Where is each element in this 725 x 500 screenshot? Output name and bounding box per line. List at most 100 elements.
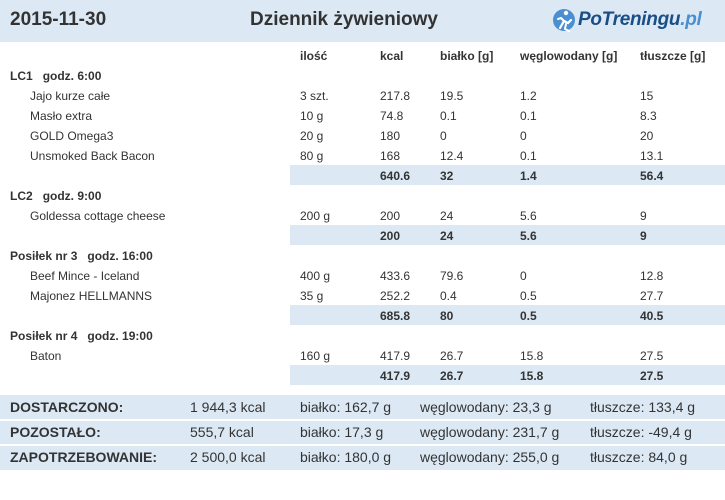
summary-panel [0,395,725,470]
meal-header: Posiłek nr 3 godz. 16:00 [10,249,153,263]
total-fat: 9 [640,229,647,243]
food-carbs: 0 [520,129,527,143]
summary-label: DOSTARCZONO: [10,399,124,415]
food-qty: 160 g [300,349,331,363]
food-name: Baton [30,349,62,363]
summary-carbs: węglowodany: 23,3 g [420,399,552,415]
food-qty: 80 g [300,149,324,163]
summary-divider [0,444,725,446]
food-fat: 8.3 [640,109,657,123]
summary-fat: tłuszcze: 133,4 g [590,399,696,415]
food-qty: 3 szt. [300,89,329,103]
total-carbs: 15.8 [520,369,544,383]
page-title: Dziennik żywieniowy [250,9,438,30]
food-qty: 200 g [300,209,331,223]
runner-logo-icon [553,9,575,32]
meal-total-row [290,165,725,185]
total-protein: 32 [440,169,454,183]
food-kcal: 168 [380,149,401,163]
col-header-carbs: węglowodany [g] [520,49,618,63]
food-name: Goldessa cottage cheese [30,209,166,223]
food-qty: 20 g [300,129,324,143]
meal-header: Posiłek nr 4 godz. 19:00 [10,329,153,343]
total-protein: 80 [440,309,454,323]
meal-name: LC2 [10,189,33,203]
food-protein: 79.6 [440,269,464,283]
summary-kcal: 555,7 kcal [190,424,254,440]
meal-time: godz. 16:00 [87,249,153,263]
food-name: Jajo kurze całe [30,89,111,103]
total-carbs: 0.5 [520,309,537,323]
meal-header: LC2 godz. 9:00 [10,189,101,203]
summary-carbs: węglowodany: 255,0 g [420,449,560,465]
summary-carbs: węglowodany: 231,7 g [420,424,560,440]
meal-time: godz. 6:00 [42,69,102,83]
food-carbs: 5.6 [520,209,537,223]
food-name: Majonez HELLMANNS [30,289,153,303]
meal-total-row [290,225,725,245]
food-carbs: 0.1 [520,149,537,163]
meal-time: godz. 9:00 [42,189,102,203]
food-name: Masło extra [30,109,93,123]
food-kcal: 74.8 [380,109,404,123]
potreningu-logo[interactable]: PoTreningu.pl [552,5,717,37]
meal-total-row [290,365,725,385]
total-carbs: 1.4 [520,169,537,183]
total-fat: 27.5 [640,369,664,383]
food-carbs: 0 [520,269,527,283]
food-carbs: 0.1 [520,109,537,123]
food-protein: 0 [440,129,447,143]
col-header-fat: tłuszcze [g] [640,49,706,63]
summary-protein: białko: 17,3 g [300,424,384,440]
food-fat: 15 [640,89,654,103]
summary-label: ZAPOTRZEBOWANIE: [10,449,157,465]
food-kcal: 417.9 [380,349,411,363]
food-kcal: 433.6 [380,269,411,283]
meal-name: Posiłek nr 3 [10,249,78,263]
food-qty: 400 g [300,269,331,283]
col-header-kcal: kcal [380,49,404,63]
food-protein: 24 [440,209,454,223]
food-protein: 12.4 [440,149,464,163]
food-carbs: 1.2 [520,89,537,103]
food-kcal: 180 [380,129,401,143]
meal-header: LC1 godz. 6:00 [10,69,101,83]
food-fat: 27.7 [640,289,664,303]
food-kcal: 217.8 [380,89,411,103]
summary-fat: tłuszcze: 84,0 g [590,449,688,465]
summary-protein: białko: 180,0 g [300,449,392,465]
header-bar: 2015-11-30 Dziennik żywieniowy PoTrening… [0,0,725,42]
total-carbs: 5.6 [520,229,537,243]
food-name: Unsmoked Back Bacon [30,149,155,163]
food-name: GOLD Omega3 [30,129,114,143]
total-fat: 56.4 [640,169,664,183]
logo-text: PoTreningu.pl [578,9,702,30]
total-kcal: 200 [380,229,401,243]
food-name: Beef Mince - Iceland [30,269,140,283]
food-qty: 35 g [300,289,324,303]
total-kcal: 685.8 [380,309,411,323]
food-protein: 26.7 [440,349,464,363]
meal-name: LC1 [10,69,33,83]
food-protein: 0.4 [440,289,457,303]
total-kcal: 640.6 [380,169,411,183]
food-kcal: 252.2 [380,289,411,303]
meal-time: godz. 19:00 [87,329,153,343]
food-fat: 9 [640,209,647,223]
food-protein: 19.5 [440,89,464,103]
total-fat: 40.5 [640,309,664,323]
food-carbs: 15.8 [520,349,544,363]
summary-kcal: 1 944,3 kcal [190,399,266,415]
food-fat: 27.5 [640,349,664,363]
col-header-qty: ilość [300,49,328,63]
food-qty: 10 g [300,109,324,123]
food-fat: 20 [640,129,654,143]
food-fat: 13.1 [640,149,664,163]
meal-total-row [290,305,725,325]
diary-date: 2015-11-30 [10,9,107,30]
total-protein: 24 [440,229,454,243]
total-kcal: 417.9 [380,369,411,383]
food-carbs: 0.5 [520,289,537,303]
col-header-protein: białko [g] [440,49,494,63]
food-protein: 0.1 [440,109,457,123]
